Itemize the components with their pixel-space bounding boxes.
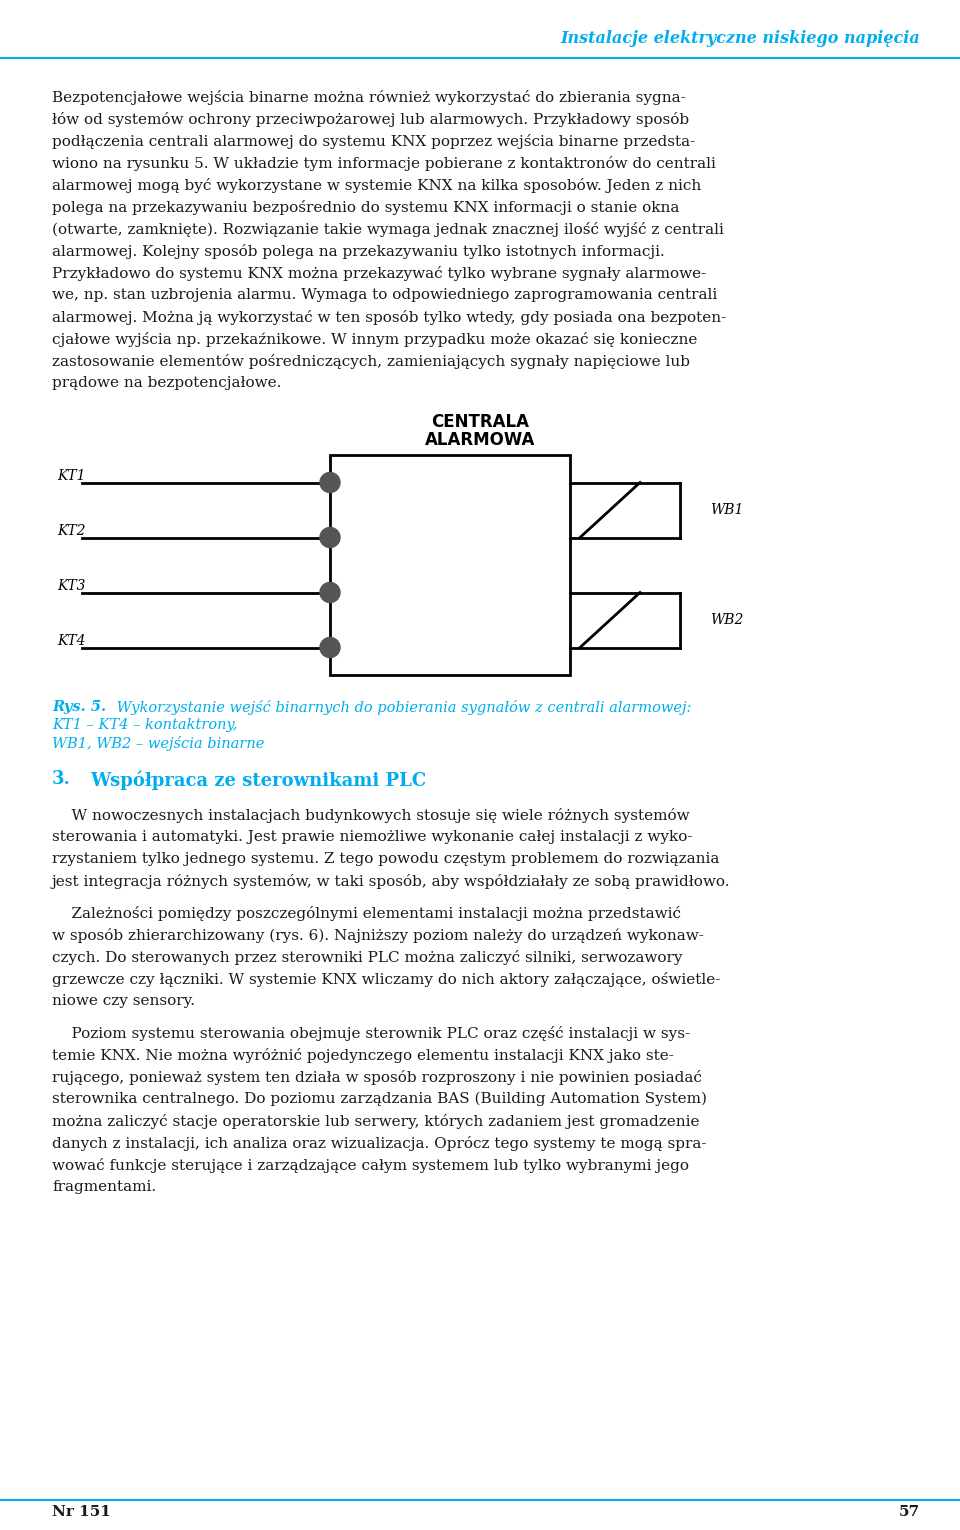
Text: KT1 – KT4 – kontaktrony,: KT1 – KT4 – kontaktrony, bbox=[52, 718, 237, 731]
Text: alarmowej. Można ją wykorzystać w ten sposób tylko wtedy, gdy posiada ona bezpot: alarmowej. Można ją wykorzystać w ten sp… bbox=[52, 311, 727, 324]
Text: Wykorzystanie wejść binarnych do pobierania sygnałów z centrali alarmowej:: Wykorzystanie wejść binarnych do pobiera… bbox=[112, 701, 691, 715]
Text: wować funkcje sterujące i zarządzające całym systemem lub tylko wybranymi jego: wować funkcje sterujące i zarządzające c… bbox=[52, 1158, 689, 1174]
Text: cjałowe wyjścia np. przekaźnikowe. W innym przypadku może okazać się konieczne: cjałowe wyjścia np. przekaźnikowe. W inn… bbox=[52, 332, 697, 347]
Text: Zależności pomiędzy poszczególnymi elementami instalacji można przedstawić: Zależności pomiędzy poszczególnymi eleme… bbox=[52, 906, 681, 921]
Text: niowe czy sensory.: niowe czy sensory. bbox=[52, 994, 195, 1008]
Text: w sposób zhierarchizowany (rys. 6). Najniższy poziom należy do urządzeń wykonaw-: w sposób zhierarchizowany (rys. 6). Najn… bbox=[52, 929, 704, 942]
Text: rzystaniem tylko jednego systemu. Z tego powodu częstym problemem do rozwiązania: rzystaniem tylko jednego systemu. Z tego… bbox=[52, 852, 719, 866]
Text: WB2: WB2 bbox=[710, 614, 743, 627]
Text: (otwarte, zamknięte). Rozwiązanie takie wymaga jednak znacznej ilość wyjść z cen: (otwarte, zamknięte). Rozwiązanie takie … bbox=[52, 222, 724, 237]
Bar bbox=[330, 454, 570, 675]
Text: danych z instalacji, ich analiza oraz wizualizacja. Oprócz tego systemy te mogą : danych z instalacji, ich analiza oraz wi… bbox=[52, 1135, 707, 1151]
Text: WB1, WB2 – wejścia binarne: WB1, WB2 – wejścia binarne bbox=[52, 736, 264, 751]
Text: Rys. 5.: Rys. 5. bbox=[52, 701, 107, 715]
Text: 57: 57 bbox=[899, 1506, 920, 1519]
Text: WB1: WB1 bbox=[710, 503, 743, 517]
Text: CENTRALA: CENTRALA bbox=[431, 413, 529, 431]
Text: można zaliczyć stacje operatorskie lub serwery, których zadaniem jest gromadzeni: można zaliczyć stacje operatorskie lub s… bbox=[52, 1114, 700, 1129]
Text: alarmowej. Kolejny sposób polega na przekazywaniu tylko istotnych informacji.: alarmowej. Kolejny sposób polega na prze… bbox=[52, 243, 664, 259]
Text: Nr 151: Nr 151 bbox=[52, 1506, 110, 1519]
Text: KT1: KT1 bbox=[57, 468, 85, 482]
Text: rującego, ponieważ system ten działa w sposób rozproszony i nie powinien posiada: rującego, ponieważ system ten działa w s… bbox=[52, 1069, 702, 1085]
Text: prądowe na bezpotencjałowe.: prądowe na bezpotencjałowe. bbox=[52, 376, 281, 390]
Text: we, np. stan uzbrojenia alarmu. Wymaga to odpowiedniego zaprogramowania centrali: we, np. stan uzbrojenia alarmu. Wymaga t… bbox=[52, 288, 717, 301]
Text: Współpraca ze sterownikami PLC: Współpraca ze sterownikami PLC bbox=[90, 770, 426, 789]
Text: KT4: KT4 bbox=[57, 633, 85, 647]
Text: polega na przekazywaniu bezpośrednio do systemu KNX informacji o stanie okna: polega na przekazywaniu bezpośrednio do … bbox=[52, 200, 680, 216]
Circle shape bbox=[320, 528, 340, 548]
Text: Bezpotencjałowe wejścia binarne można również wykorzystać do zbierania sygna-: Bezpotencjałowe wejścia binarne można ró… bbox=[52, 90, 685, 106]
Text: Przykładowo do systemu KNX można przekazywać tylko wybrane sygnały alarmowe-: Przykładowo do systemu KNX można przekaz… bbox=[52, 266, 707, 282]
Text: temie KNX. Nie można wyróżnić pojedynczego elementu instalacji KNX jako ste-: temie KNX. Nie można wyróżnić pojedyncze… bbox=[52, 1048, 674, 1063]
Text: KT3: KT3 bbox=[57, 578, 85, 592]
Text: Poziom systemu sterowania obejmuje sterownik PLC oraz część instalacji w sys-: Poziom systemu sterowania obejmuje stero… bbox=[52, 1027, 690, 1040]
Text: W nowoczesnych instalacjach budynkowych stosuje się wiele różnych systemów: W nowoczesnych instalacjach budynkowych … bbox=[52, 808, 689, 823]
Text: alarmowej mogą być wykorzystane w systemie KNX na kilka sposobów. Jeden z nich: alarmowej mogą być wykorzystane w system… bbox=[52, 177, 701, 193]
Text: KT2: KT2 bbox=[57, 523, 85, 537]
Text: 3.: 3. bbox=[52, 770, 71, 788]
Circle shape bbox=[320, 583, 340, 603]
Text: ALARMOWA: ALARMOWA bbox=[425, 431, 535, 448]
Circle shape bbox=[320, 638, 340, 658]
Text: łów od systemów ochrony przeciwpożarowej lub alarmowych. Przykładowy sposób: łów od systemów ochrony przeciwpożarowej… bbox=[52, 112, 689, 127]
Text: jest integracja różnych systemów, w taki sposób, aby współdziałały ze sobą prawi: jest integracja różnych systemów, w taki… bbox=[52, 874, 731, 889]
Text: Instalacje elektryczne niskiego napięcia: Instalacje elektryczne niskiego napięcia bbox=[561, 31, 920, 47]
Text: sterownika centralnego. Do poziomu zarządzania BAS (Building Automation System): sterownika centralnego. Do poziomu zarzą… bbox=[52, 1092, 707, 1106]
Text: podłączenia centrali alarmowej do systemu KNX poprzez wejścia binarne przedsta-: podłączenia centrali alarmowej do system… bbox=[52, 135, 695, 148]
Text: grzewcze czy łączniki. W systemie KNX wliczamy do nich aktory załączające, oświe: grzewcze czy łączniki. W systemie KNX wl… bbox=[52, 972, 720, 987]
Text: wiono na rysunku 5. W układzie tym informacje pobierane z kontaktronów do centra: wiono na rysunku 5. W układzie tym infor… bbox=[52, 156, 716, 171]
Text: czych. Do sterowanych przez sterowniki PLC można zaliczyć silniki, serwozawory: czych. Do sterowanych przez sterowniki P… bbox=[52, 950, 683, 965]
Circle shape bbox=[320, 473, 340, 493]
Text: zastosowanie elementów pośredniczących, zamieniających sygnały napięciowe lub: zastosowanie elementów pośredniczących, … bbox=[52, 353, 690, 369]
Text: sterowania i automatyki. Jest prawie niemożliwe wykonanie całej instalacji z wyk: sterowania i automatyki. Jest prawie nie… bbox=[52, 829, 692, 845]
Text: fragmentami.: fragmentami. bbox=[52, 1180, 156, 1193]
